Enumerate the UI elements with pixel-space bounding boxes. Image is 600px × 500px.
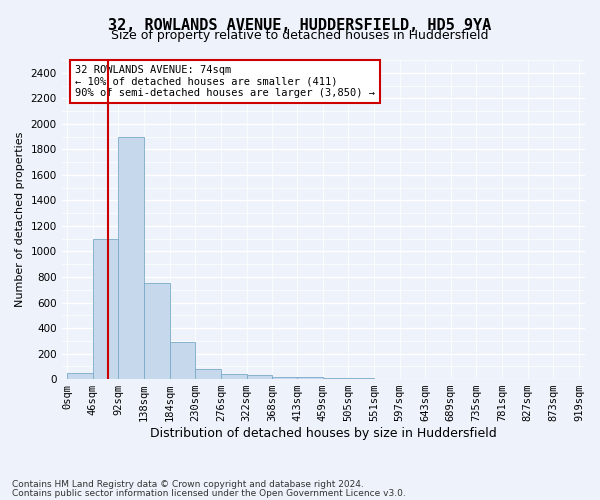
Y-axis label: Number of detached properties: Number of detached properties bbox=[15, 132, 25, 307]
Text: Contains public sector information licensed under the Open Government Licence v3: Contains public sector information licen… bbox=[12, 488, 406, 498]
Bar bbox=[170, 342, 195, 379]
Bar bbox=[67, 372, 93, 379]
Bar bbox=[93, 238, 118, 379]
Text: 32 ROWLANDS AVENUE: 74sqm
← 10% of detached houses are smaller (411)
90% of semi: 32 ROWLANDS AVENUE: 74sqm ← 10% of detac… bbox=[75, 65, 375, 98]
Bar bbox=[247, 376, 272, 379]
Bar bbox=[272, 376, 298, 379]
X-axis label: Distribution of detached houses by size in Huddersfield: Distribution of detached houses by size … bbox=[150, 427, 497, 440]
Bar bbox=[144, 284, 170, 379]
Bar bbox=[349, 378, 374, 379]
Bar bbox=[297, 377, 323, 379]
Text: Size of property relative to detached houses in Huddersfield: Size of property relative to detached ho… bbox=[111, 29, 489, 42]
Bar bbox=[221, 374, 247, 379]
Bar bbox=[118, 136, 144, 379]
Bar bbox=[323, 378, 349, 379]
Bar bbox=[195, 369, 221, 379]
Text: Contains HM Land Registry data © Crown copyright and database right 2024.: Contains HM Land Registry data © Crown c… bbox=[12, 480, 364, 489]
Text: 32, ROWLANDS AVENUE, HUDDERSFIELD, HD5 9YA: 32, ROWLANDS AVENUE, HUDDERSFIELD, HD5 9… bbox=[109, 18, 491, 32]
